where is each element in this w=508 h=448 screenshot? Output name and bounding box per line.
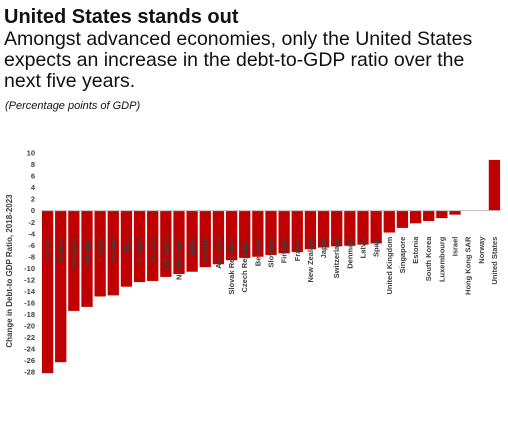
bar-spain — [370, 210, 382, 244]
bar-slovenia — [265, 210, 277, 256]
y-tick-label: -28 — [24, 368, 35, 377]
y-tick-label: 0 — [31, 206, 35, 215]
x-tick-label: Belgium — [253, 236, 262, 266]
x-tick-label: Lithuania — [161, 236, 170, 270]
x-tick-label: France — [293, 237, 302, 262]
y-tick-label: -18 — [24, 310, 35, 319]
bar-japan — [317, 210, 330, 248]
bar-australia — [212, 210, 225, 265]
unit-note: (Percentage points of GDP) — [5, 100, 141, 112]
x-tick-label: Norway — [477, 236, 486, 264]
bar-new-zealand — [304, 210, 317, 250]
x-tick-label: Denmark — [345, 236, 354, 269]
y-tick-label: -2 — [28, 218, 35, 227]
bar-greece — [55, 210, 67, 363]
y-tick-label: 10 — [27, 149, 35, 158]
x-tick-label: Italy — [122, 236, 131, 252]
x-tick-label: Finland — [280, 236, 289, 263]
x-tick-label: Switzerland — [332, 236, 341, 278]
y-tick-label: -16 — [24, 298, 35, 307]
x-tick-label: Cyprus — [43, 237, 52, 263]
x-tick-label: Greece — [56, 237, 65, 262]
y-tick-label: 2 — [31, 195, 35, 204]
x-tick-label: Singapore — [398, 237, 407, 274]
bar-canada — [133, 210, 146, 283]
bar-austria — [147, 210, 159, 281]
y-tick-label: -6 — [28, 241, 35, 250]
x-tick-label: Czech Republic — [240, 237, 249, 293]
bar-lithuania — [160, 210, 172, 277]
bar-belgium — [252, 210, 264, 257]
y-axis-ticks: 10 8 6 4 2 0 -2 -4 -6 -8 -10 -12 -14 -16 -18 -20 -22 -24 -… — [24, 149, 36, 377]
y-tick-label: -14 — [24, 287, 36, 296]
y-tick-label: -4 — [28, 229, 35, 238]
x-tick-label: Latvia — [359, 236, 368, 259]
bar-malta — [186, 210, 198, 272]
x-tick-label: United Kingdom — [385, 236, 394, 294]
bar-south-korea — [423, 210, 435, 221]
bar-netherlands — [173, 210, 185, 275]
y-tick-label: 6 — [31, 172, 35, 181]
bar-estonia — [409, 210, 422, 224]
x-tick-label: Hong Kong SAR — [464, 236, 473, 295]
bar-cyprus — [41, 210, 54, 374]
x-tick-label: Malta — [188, 236, 197, 256]
bar-denmark — [344, 210, 356, 246]
x-tick-label: New Zealand — [306, 236, 315, 282]
bar-slovak-republic — [225, 210, 238, 261]
y-tick-label: 8 — [31, 160, 35, 169]
x-tick-label: Estonia — [411, 236, 420, 264]
y-tick-label: -22 — [24, 333, 35, 342]
x-tick-label: Luxembourg — [437, 236, 446, 282]
x-tick-label: Netherlands — [175, 237, 184, 280]
x-tick-label: Canada — [135, 236, 144, 264]
x-tick-label: Australia — [214, 236, 223, 269]
bar-ireland — [107, 210, 119, 296]
bar-portugal — [81, 210, 93, 307]
y-tick-label: -24 — [24, 345, 36, 354]
y-tick-label: -20 — [24, 322, 35, 331]
bar-finland — [278, 210, 290, 254]
bar-luxembourg — [436, 210, 448, 219]
x-tick-label: Sweden — [201, 236, 210, 265]
y-axis-label: Change in Debt-to GDP Ratio, 2018-2023 — [5, 194, 14, 348]
y-tick-label: -12 — [24, 275, 35, 284]
bar-iceland — [94, 210, 106, 297]
x-tick-label: South Korea — [424, 236, 433, 281]
bar-france — [291, 210, 303, 253]
y-tick-label: -10 — [24, 264, 35, 273]
x-tick-label: United States — [490, 237, 499, 285]
x-tick-label: Iceland — [96, 236, 105, 262]
y-tick-label: 4 — [31, 183, 36, 192]
bar-czech-republic — [239, 210, 251, 258]
x-tick-label: Austria — [148, 236, 157, 263]
bar-germany — [68, 210, 80, 311]
bar-united-kingdom — [383, 210, 395, 233]
bars — [41, 159, 501, 374]
bar-latvia — [357, 210, 369, 245]
x-tick-label: Israel — [451, 237, 460, 257]
bar-italy — [120, 210, 133, 287]
bar-singapore — [396, 210, 409, 228]
bar-united-states — [488, 159, 501, 211]
bar-sweden — [199, 210, 211, 268]
x-tick-label: Portugal — [83, 237, 92, 267]
y-tick-label: -26 — [24, 356, 35, 365]
chart-title: United States stands out — [4, 6, 239, 28]
x-axis-labels: Cyprus Greece Germany Portugal Iceland Irelan… — [43, 236, 499, 295]
debt-ratio-bar-chart: Change in Debt-to GDP Ratio, 2018-2023 1… — [5, 149, 501, 377]
x-tick-label: Japan — [319, 236, 328, 258]
chart-subtitle: Amongst advanced economies, only the Uni… — [4, 28, 473, 92]
bar-israel — [449, 210, 461, 215]
x-tick-label: Slovak Republic — [227, 237, 236, 295]
y-tick-label: -8 — [28, 252, 35, 261]
x-tick-label: Ireland — [109, 236, 118, 261]
bar-switzerland — [331, 210, 343, 247]
x-tick-label: Spain — [372, 236, 381, 257]
x-tick-label: Germany — [69, 236, 78, 269]
x-tick-label: Slovenia — [267, 236, 276, 268]
